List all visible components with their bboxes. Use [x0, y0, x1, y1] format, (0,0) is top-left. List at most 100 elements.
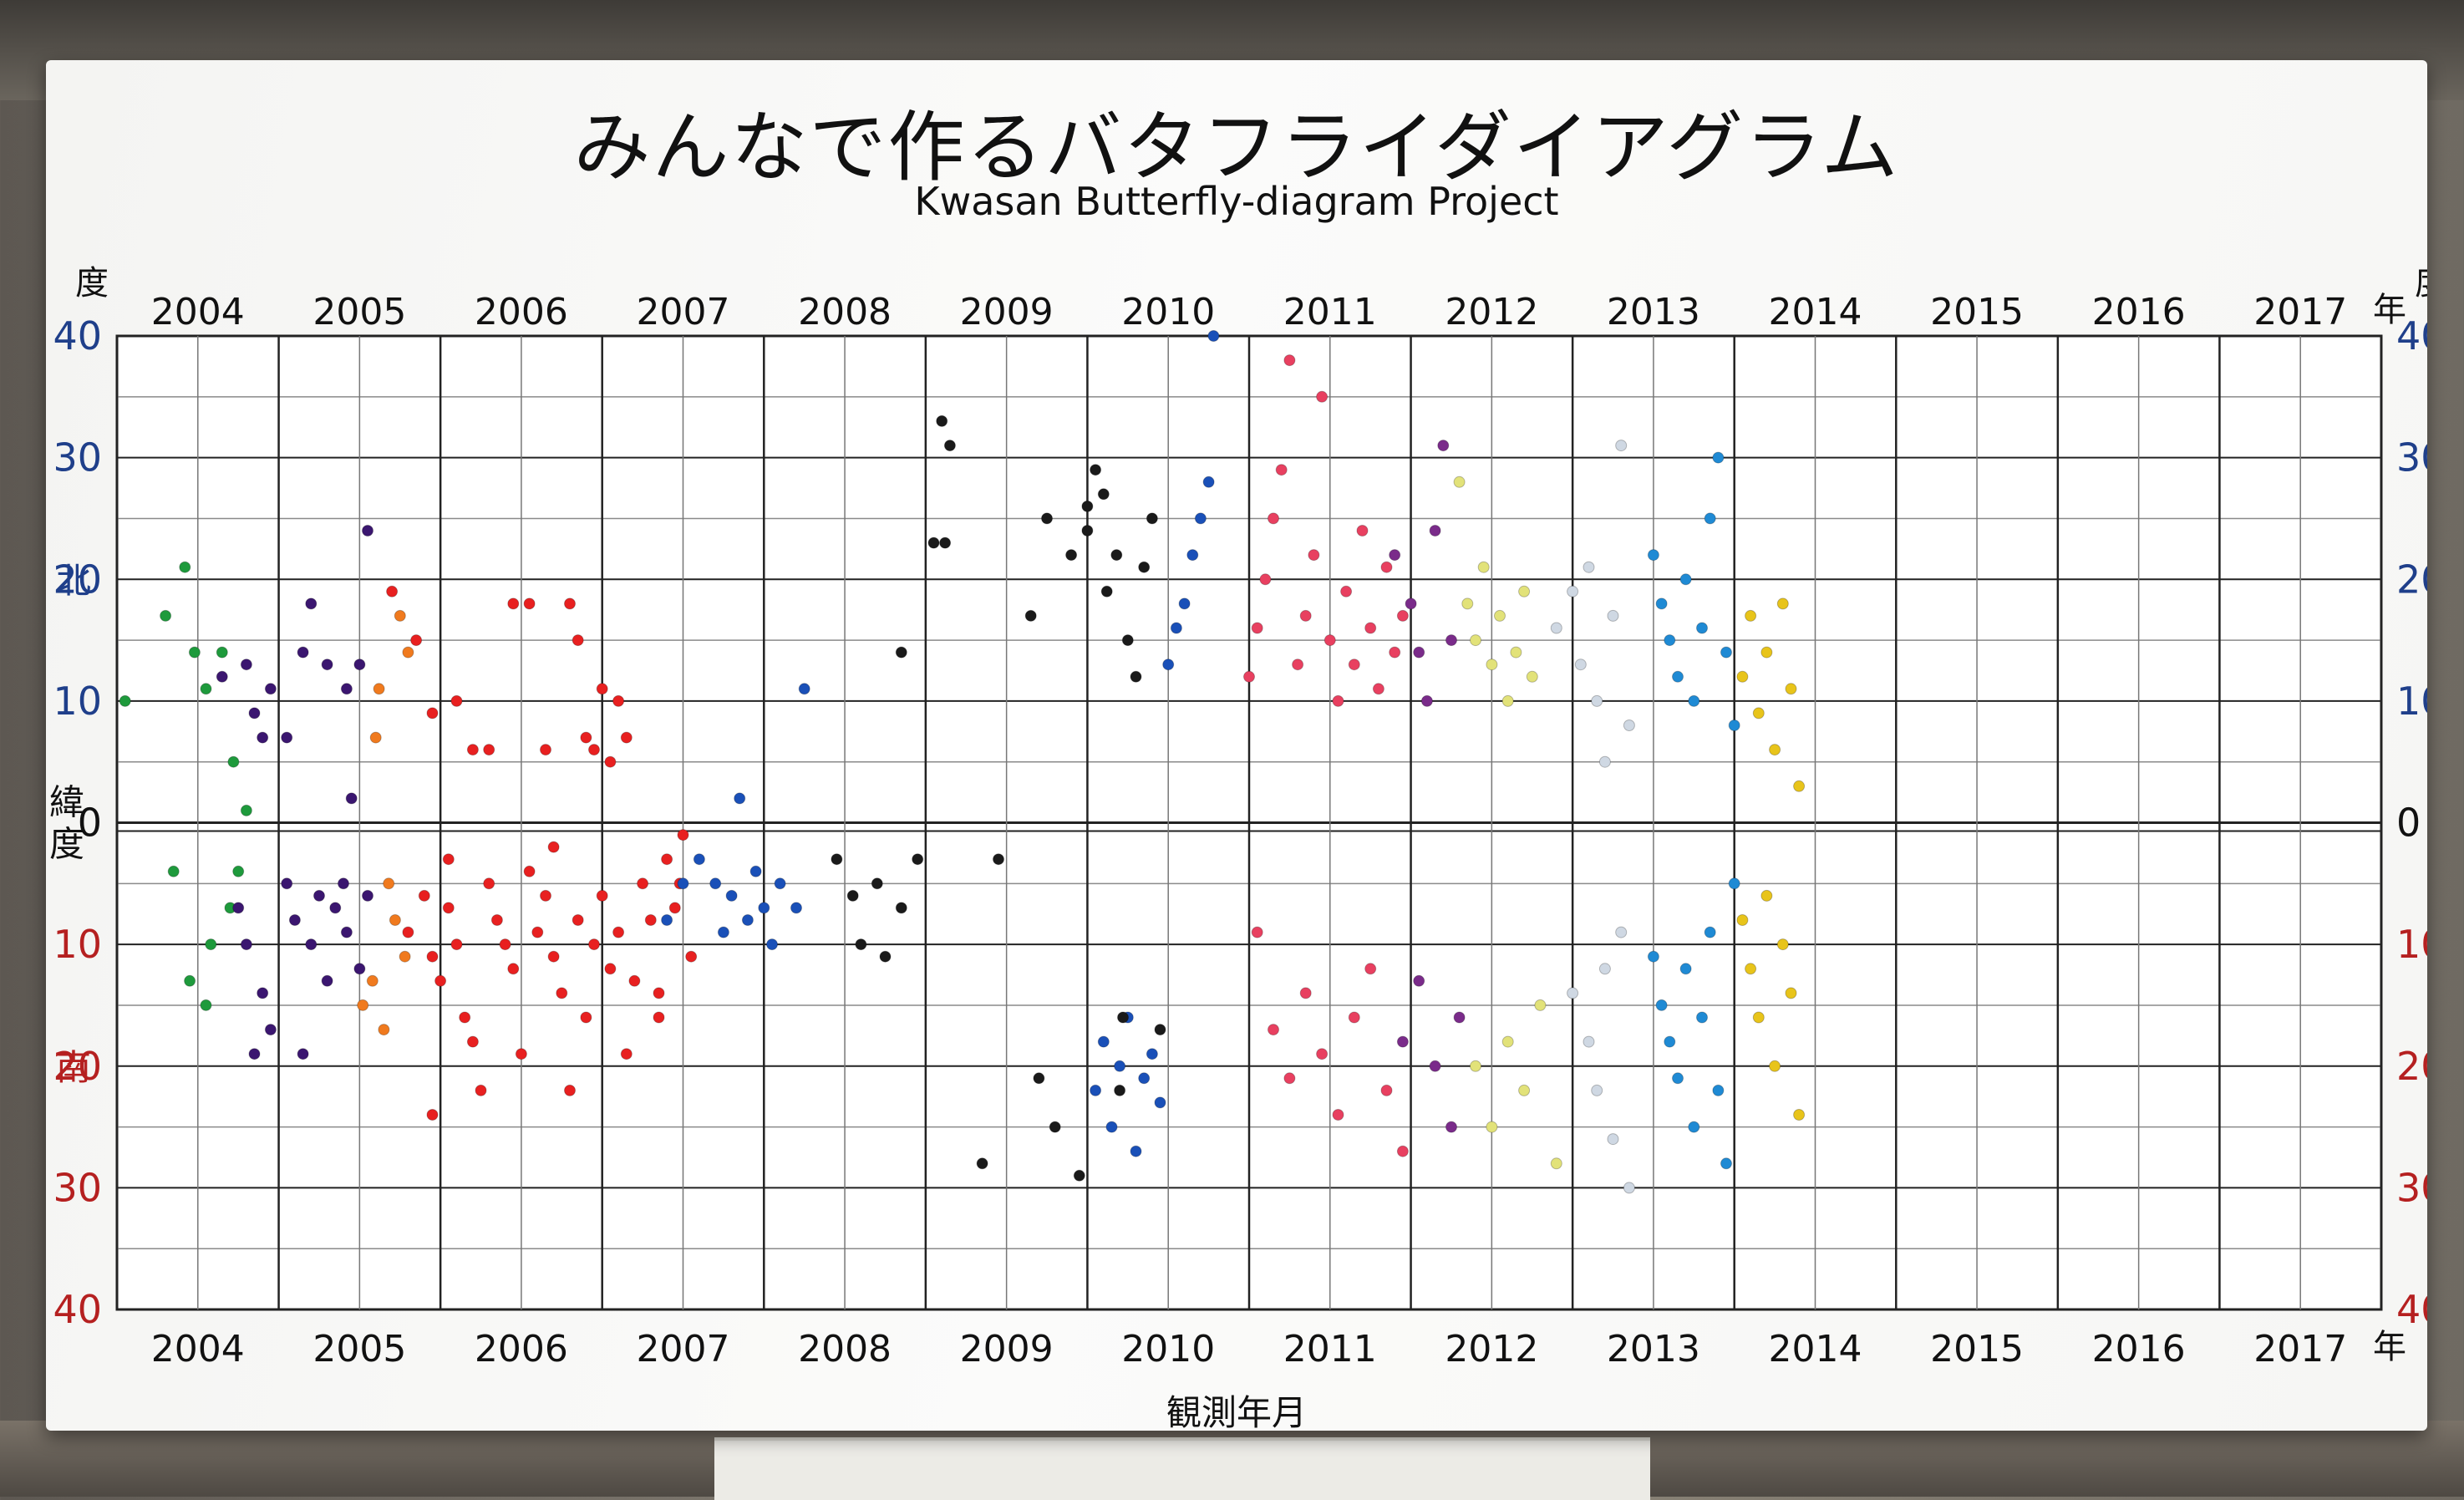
sunspot-point [402, 646, 414, 658]
south-tick-right: 10 [2396, 922, 2427, 967]
sunspot-point [1745, 609, 1757, 622]
sunspot-point [540, 744, 551, 756]
sunspot-point [1583, 1035, 1595, 1048]
sunspot-point [1518, 1084, 1531, 1096]
sunspot-point [1396, 609, 1409, 622]
sunspot-point [1567, 987, 1579, 999]
sunspot-point [1615, 440, 1628, 452]
sunspot-point [1486, 1121, 1498, 1133]
sunspot-point [232, 902, 245, 914]
sunspot-point [483, 744, 495, 756]
sunspot-point [1405, 597, 1417, 610]
sunspot-point [1308, 549, 1320, 562]
sunspot-point [1194, 512, 1207, 525]
sunspot-point [248, 707, 261, 719]
sunspot-point [1356, 525, 1369, 536]
year-label-bottom: 2016 [2092, 1328, 2186, 1370]
x-axis-label: 観測年月 [1166, 1392, 1307, 1433]
year-label-bottom: 2017 [2253, 1328, 2347, 1370]
year-label-top: 2006 [475, 291, 568, 333]
year-label-top: 2013 [1607, 291, 1700, 333]
sunspot-point [1526, 670, 1538, 683]
sunspot-point [1332, 694, 1344, 707]
sunspot-point [200, 999, 212, 1011]
year-label-bottom: 2007 [637, 1328, 730, 1370]
sunspot-point [353, 658, 366, 671]
sunspot-point [927, 536, 940, 549]
sunspot-point [637, 877, 649, 890]
sunspot-point [369, 731, 382, 744]
south-tick-right: 30 [2396, 1165, 2427, 1210]
sunspot-point [366, 974, 378, 987]
sunspot-point [297, 1048, 309, 1060]
sunspot-point [1413, 974, 1425, 987]
sunspot-point [394, 609, 406, 622]
sunspot-point [976, 1157, 988, 1170]
sunspot-point [1712, 451, 1725, 464]
sunspot-point [434, 974, 447, 987]
year-label-bottom: 2015 [1930, 1328, 2024, 1370]
sunspot-point [1138, 561, 1151, 573]
sunspot-point [1793, 1109, 1806, 1121]
sunspot-point [1081, 500, 1094, 512]
sunspot-point [264, 683, 277, 695]
sunspot-point [426, 707, 439, 719]
sunspot-point [1138, 1072, 1151, 1085]
sunspot-point [1316, 390, 1329, 403]
sunspot-point [281, 731, 293, 744]
sunspot-point [1615, 926, 1628, 938]
year-label-bottom: 2012 [1445, 1328, 1538, 1370]
sunspot-point [677, 877, 689, 890]
sunspot-point [1550, 1157, 1562, 1170]
sunspot-point [1110, 549, 1123, 562]
year-label-top: 2011 [1283, 291, 1377, 333]
sunspot-point [1672, 670, 1684, 683]
sunspot-point [1591, 694, 1603, 707]
year-label-bottom: 2011 [1283, 1328, 1377, 1370]
sunspot-point [523, 597, 536, 610]
sunspot-point [499, 938, 511, 951]
sunspot-point [1275, 464, 1288, 476]
sunspot-point [1550, 622, 1562, 634]
south-tick-right: 20 [2396, 1044, 2427, 1089]
zero-tick-left: 0 [78, 801, 102, 846]
sunspot-point [1162, 658, 1175, 671]
sunspot-point [588, 744, 600, 756]
sunspot-point [1299, 609, 1312, 622]
sunspot-point [1170, 622, 1182, 634]
sunspot-point [340, 683, 353, 695]
sunspot-point [1720, 646, 1732, 658]
sunspot-point [119, 694, 131, 707]
sunspot-point [1420, 694, 1433, 707]
south-tick-left: 30 [53, 1165, 102, 1210]
sunspot-point [936, 414, 948, 427]
sunspot-point [1389, 646, 1401, 658]
sunspot-point [1769, 744, 1781, 756]
sunspot-point [264, 1024, 277, 1036]
sunspot-point [1243, 670, 1255, 683]
year-label-top: 2012 [1445, 291, 1538, 333]
sunspot-point [993, 853, 1004, 866]
sunspot-point [1097, 1035, 1110, 1048]
sunspot-point [1090, 1084, 1102, 1096]
sunspot-point [1598, 755, 1611, 768]
sunspot-point [1501, 694, 1514, 707]
year-label-top: 2009 [960, 291, 1054, 333]
sunspot-point [1251, 622, 1263, 634]
sunspot-point [1130, 670, 1142, 683]
sunspot-point [741, 914, 754, 926]
sunspot-point [774, 877, 786, 890]
sunspot-point [362, 525, 373, 536]
sunspot-point [596, 683, 608, 695]
sunspot-point [1065, 549, 1078, 562]
sunspot-point [1704, 926, 1716, 938]
sunspot-point [1736, 914, 1749, 926]
sunspot-point [1679, 963, 1692, 975]
sunspot-point [1486, 658, 1498, 671]
sunspot-point [572, 634, 584, 647]
sunspot-point [345, 792, 358, 805]
sunspot-point [466, 1035, 479, 1048]
sunspot-point [1041, 512, 1053, 525]
sunspot-point [1736, 670, 1749, 683]
sunspot-point [240, 938, 252, 951]
